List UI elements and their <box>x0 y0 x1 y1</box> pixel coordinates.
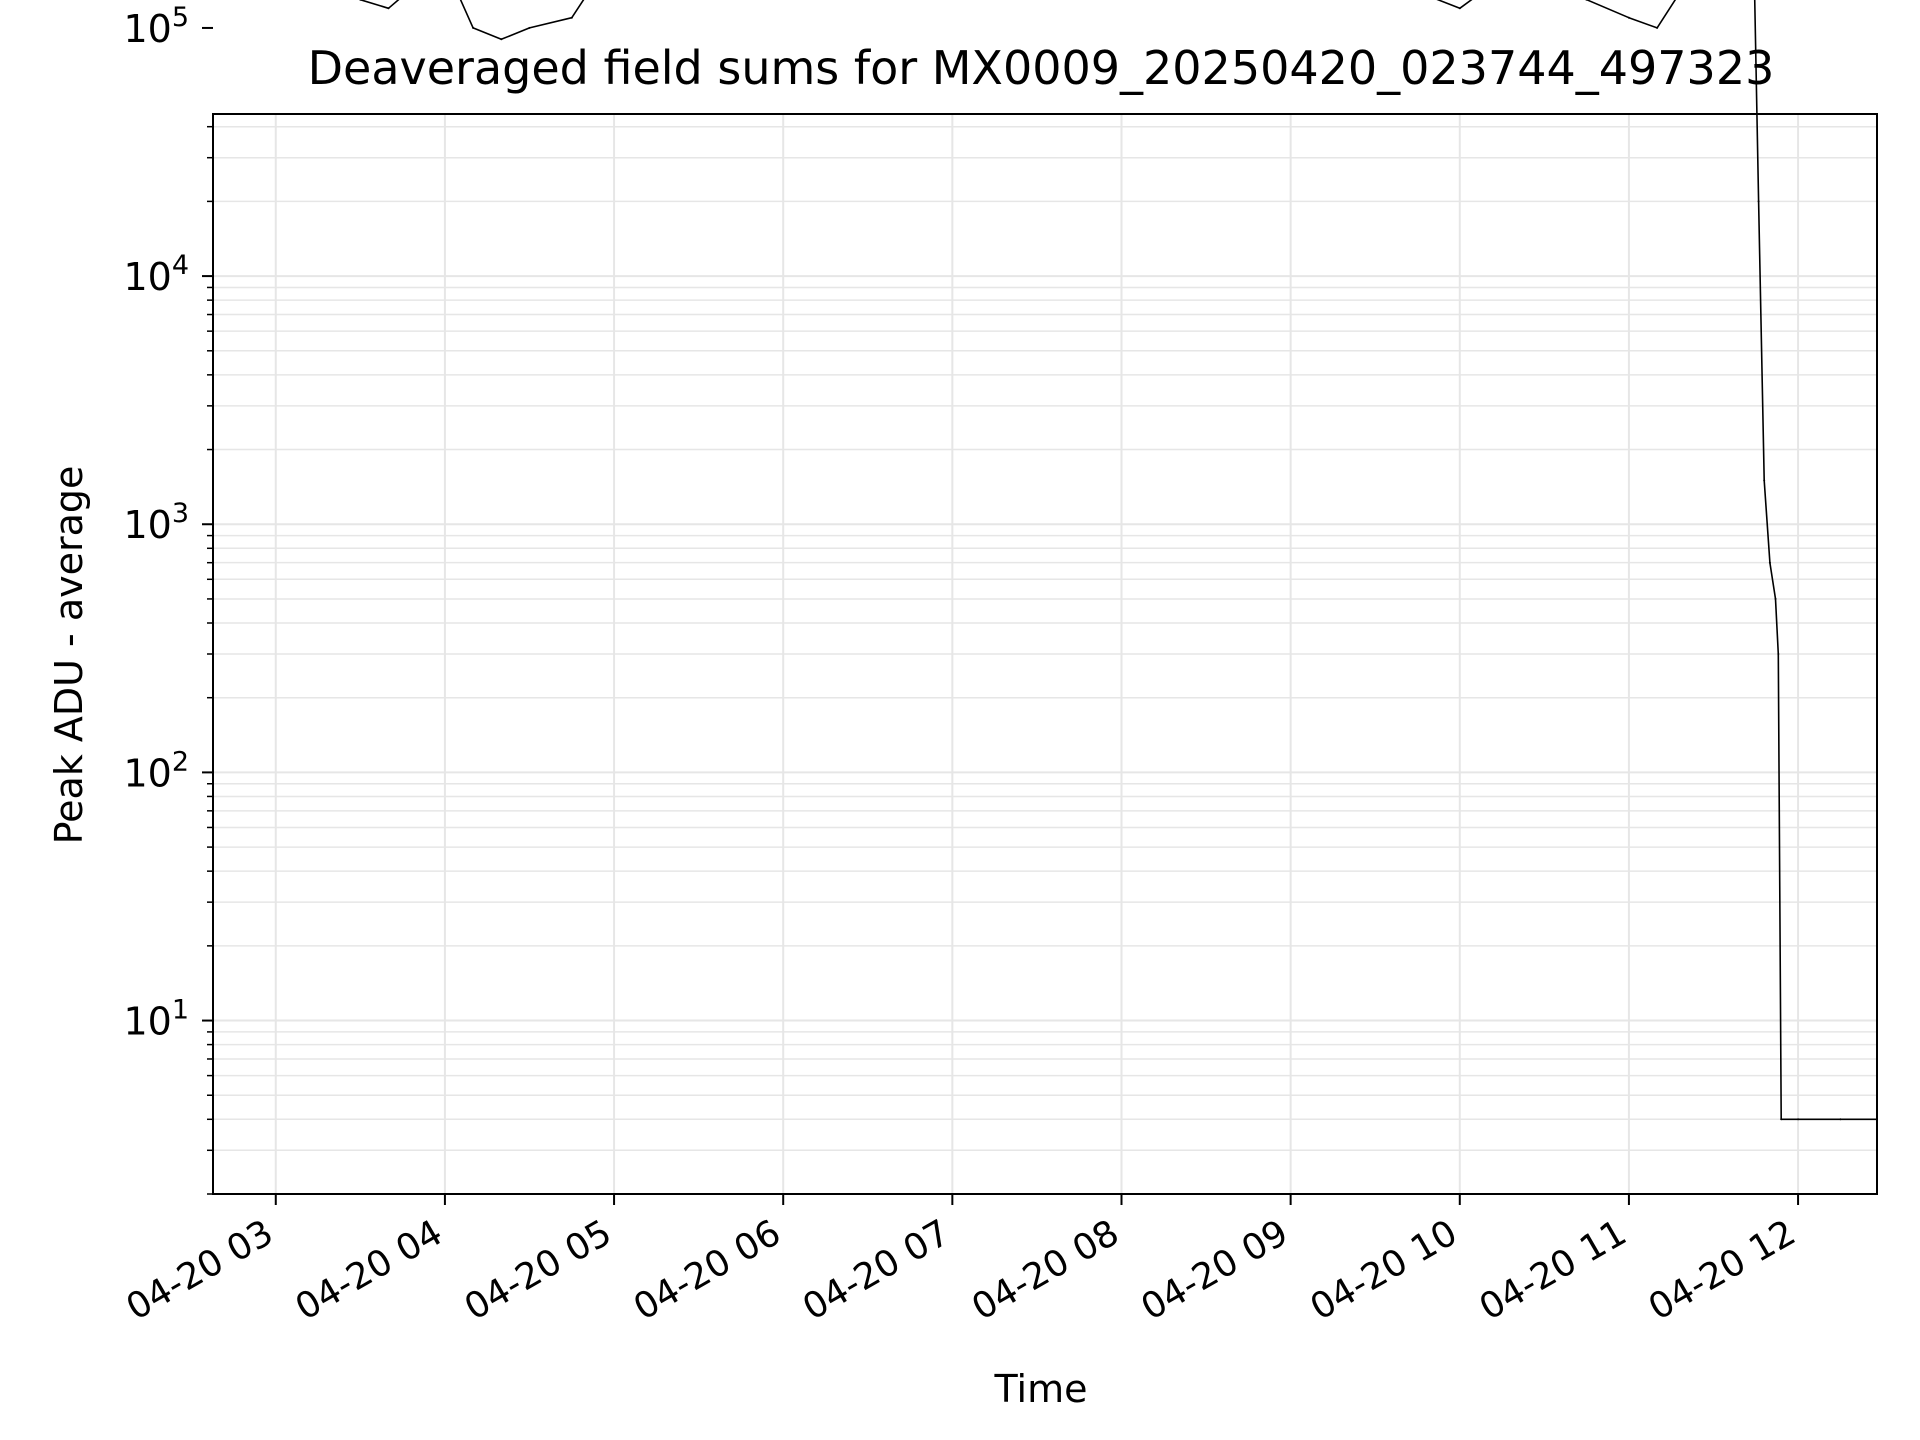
grid <box>213 114 1877 1195</box>
y-tick-label-base: 10 <box>123 255 171 299</box>
y-tick-label: 105 <box>123 2 189 51</box>
data-point <box>528 26 531 29</box>
y-axis: 101102103104105106 <box>123 2 213 1195</box>
y-tick-label-base: 10 <box>123 503 171 547</box>
data-point <box>1757 200 1760 203</box>
y-tick-label: 102 <box>123 746 189 795</box>
y-tick-label-base: 10 <box>123 751 171 795</box>
data-point <box>387 7 390 10</box>
data-point <box>472 26 475 29</box>
chart-title: Deaveraged field sums for MX0009_2025042… <box>308 41 1775 95</box>
data-point <box>1768 561 1771 564</box>
data-point <box>1777 653 1780 655</box>
x-axis-label: Time <box>994 1367 1088 1411</box>
y-tick-label: 103 <box>123 498 189 547</box>
y-tick-label: 101 <box>123 995 189 1044</box>
data-point <box>1797 1118 1800 1121</box>
data-point <box>500 38 503 41</box>
data-point <box>1627 16 1630 19</box>
y-tick-label-exponent: 5 <box>172 2 189 33</box>
data-point <box>1774 597 1777 600</box>
data-point <box>570 16 573 19</box>
plot-area <box>359 0 1878 1121</box>
data-point <box>1656 26 1659 29</box>
data-point <box>1839 1118 1842 1121</box>
y-axis-label: Peak ADU - average <box>47 466 91 845</box>
y-tick-label-exponent: 2 <box>172 746 189 777</box>
y-tick-label-exponent: 3 <box>172 498 189 529</box>
data-point <box>1458 7 1461 10</box>
data-point <box>359 0 362 1</box>
y-tick-label: 104 <box>123 250 189 299</box>
data-point <box>1780 1118 1783 1121</box>
data-point <box>1763 479 1766 482</box>
y-tick-label-exponent: 4 <box>172 250 189 281</box>
y-tick-label-base: 10 <box>123 7 171 51</box>
y-tick-label-base: 10 <box>123 1000 171 1044</box>
data-point <box>1585 0 1588 1</box>
y-tick-label-exponent: 1 <box>172 995 189 1026</box>
